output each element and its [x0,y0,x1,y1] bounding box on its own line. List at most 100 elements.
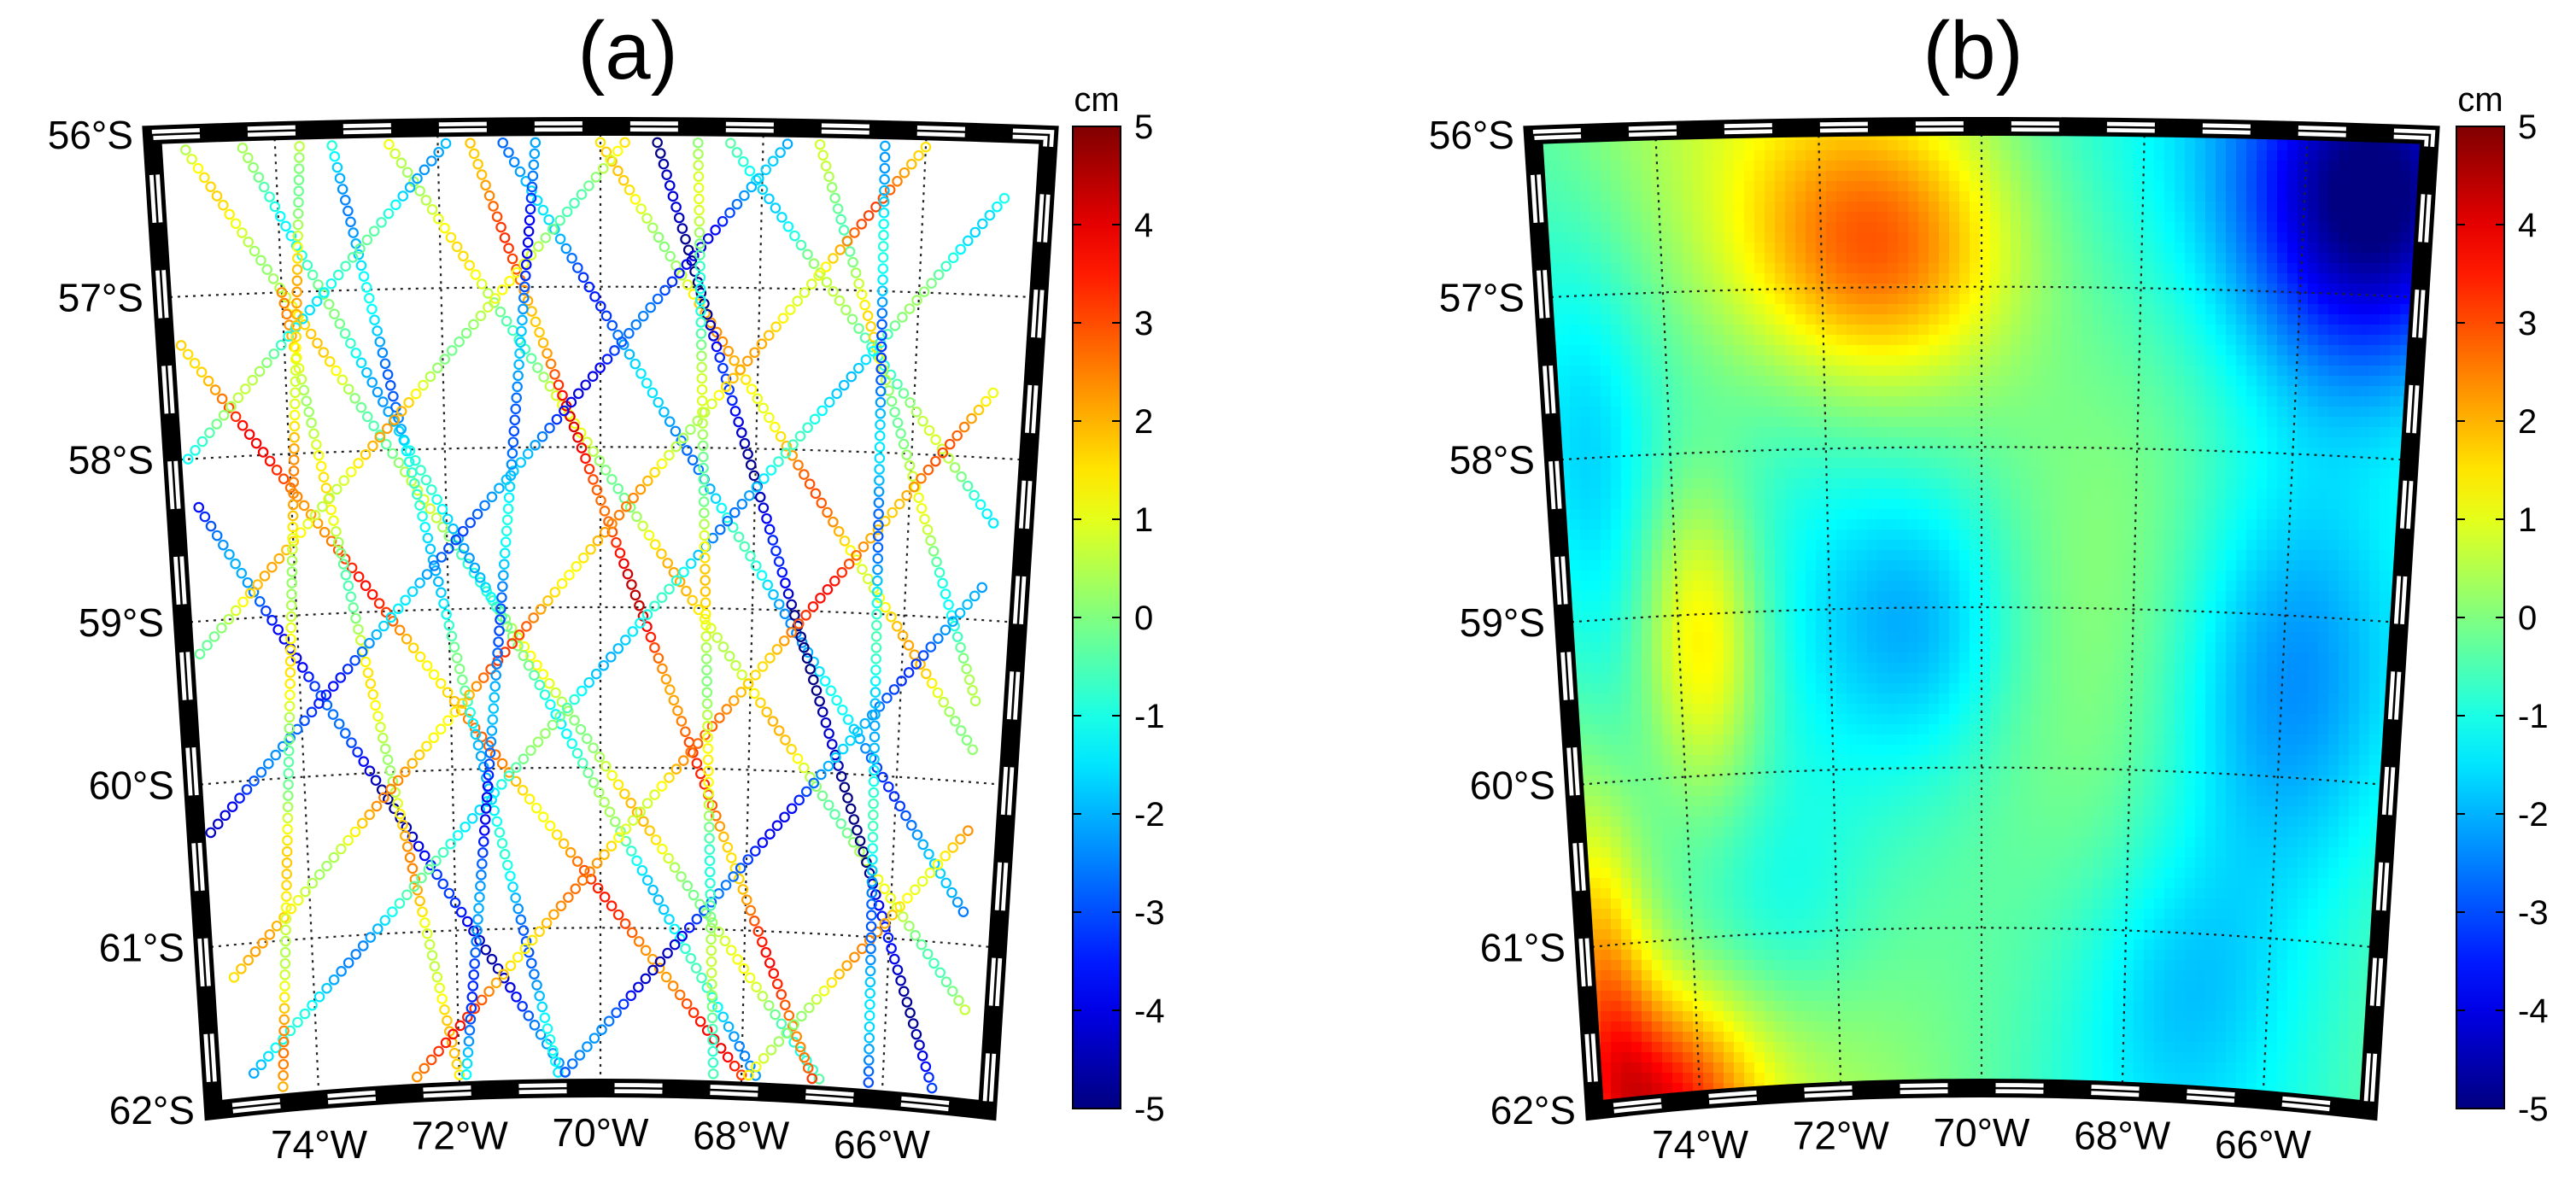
track-point [764,828,776,840]
track-point [290,331,302,342]
track-point [521,248,533,260]
track-point [951,430,963,442]
track-point [283,768,295,779]
track-point [499,232,511,243]
track-point [401,445,413,457]
track-point [795,631,807,642]
track-point [920,141,932,153]
track-point [769,421,781,433]
track-point [740,374,752,385]
track-point [717,336,729,348]
track-point [793,794,805,806]
track-point [647,222,659,234]
track-point [272,624,284,635]
track-point [892,378,903,390]
track-point [913,492,924,504]
track-point [742,448,753,460]
track-point [920,1061,932,1073]
track-point [762,579,774,591]
track-point [931,556,942,568]
track-point [489,681,501,692]
track-point [910,1028,922,1040]
track-point [304,304,316,316]
track-point [445,838,456,850]
track-point [584,866,595,878]
track-point [710,493,722,504]
track-point [544,422,555,434]
track-point [720,381,732,393]
track-point [809,413,821,425]
track-point [325,504,337,516]
track-point [469,958,481,969]
track-point [594,455,606,466]
track-point [588,446,599,457]
track-point [837,743,849,755]
track-point [355,357,367,369]
track-point [378,732,389,744]
track-point [683,922,695,933]
track-point [700,630,712,642]
track-point [483,986,495,998]
track-point [932,687,944,699]
track-point [862,310,874,322]
track-point [433,146,444,158]
track-point [863,210,875,221]
track-point [299,1008,311,1020]
track-point [680,943,691,955]
track-point [947,252,959,264]
track-point [279,969,290,980]
track-point [699,518,710,530]
track-point [511,762,522,773]
track-point [288,488,299,500]
track-point [225,401,237,413]
track-point [944,438,956,450]
track-point [515,457,527,468]
track-point [216,393,228,405]
colorbar-tick-label: 5 [2518,108,2537,146]
track-point [400,830,411,841]
track-point [239,383,251,395]
track-point [916,1050,928,1062]
track-point [293,163,305,174]
lat-tick-label: 62°S [109,1088,195,1132]
track-point [476,278,488,290]
track-point [834,968,846,980]
track-point [864,1021,875,1033]
track-point [243,429,255,440]
track-point [622,568,634,580]
track-point [626,927,638,939]
track-point [294,152,305,163]
track-point [864,987,875,999]
track-point [274,211,286,222]
track-point [293,174,305,186]
track-point [814,138,826,150]
track-point [545,699,556,711]
track-point [288,454,300,465]
track-point [817,790,828,802]
track-point [746,383,758,395]
track-point [892,175,903,187]
track-point [706,721,718,732]
track-point [470,729,482,740]
track-point [667,190,679,202]
track-point [377,347,389,359]
track-point [695,328,707,339]
track-point [647,964,659,976]
track-point [456,698,468,709]
track-point [902,892,913,904]
track-point [388,390,399,402]
track-point [917,650,929,661]
track-point [421,927,433,939]
track-point [271,920,283,932]
track-point [580,379,592,391]
map-frame-inner [1531,125,2432,1112]
track-point [712,1002,723,1013]
track-point [250,437,262,449]
track-point [773,599,785,610]
track-point [252,579,263,590]
track-point [571,856,583,867]
track-point [875,396,887,408]
track-point [612,165,624,177]
track-point [285,903,297,915]
track-point [516,325,527,337]
